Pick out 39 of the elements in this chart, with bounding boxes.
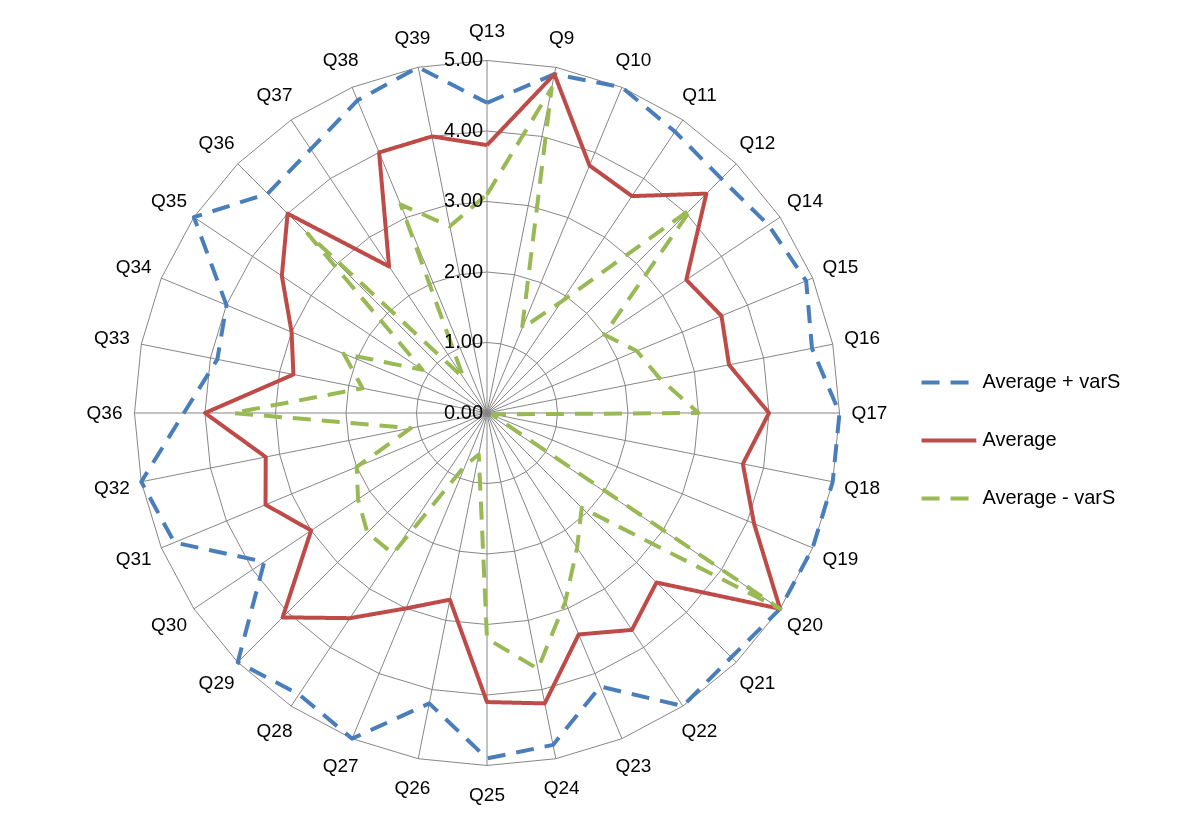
spoke-label: Q22 xyxy=(681,720,718,741)
spoke-label: Q26 xyxy=(394,777,431,799)
spoke-label: Q27 xyxy=(322,755,359,777)
spoke-label: Q37 xyxy=(256,83,293,105)
legend-label: Average - varS xyxy=(982,486,1116,509)
spoke-label: Q12 xyxy=(739,131,776,153)
spoke-label: Q34 xyxy=(115,255,152,277)
y-tick-label: 0.00 xyxy=(444,401,483,423)
y-tick-label: 4.00 xyxy=(444,119,483,141)
spoke-label: Q31 xyxy=(115,548,152,570)
spoke-label: Q36 xyxy=(86,402,123,423)
spoke-label: Q25 xyxy=(469,784,505,806)
spoke-label: Q20 xyxy=(787,614,823,636)
spoke-label: Q23 xyxy=(615,755,652,777)
spoke-label: Q39 xyxy=(394,26,431,48)
legend-label: Average + varS xyxy=(982,370,1121,393)
legend-label: Average xyxy=(982,428,1057,451)
spoke-label: Q11 xyxy=(682,83,717,105)
spoke-label: Q28 xyxy=(256,720,293,741)
spoke-label: Q30 xyxy=(151,614,187,636)
spoke-label: Q35 xyxy=(151,189,187,211)
y-tick-label: 5.00 xyxy=(444,48,483,71)
spoke-label: Q18 xyxy=(844,476,881,498)
y-tick-label: 2.00 xyxy=(444,260,483,282)
spoke-label: Q10 xyxy=(615,48,652,70)
spoke-label: Q24 xyxy=(543,777,580,799)
spoke-label: Q36 xyxy=(198,131,235,153)
spoke-label: Q21 xyxy=(739,672,776,694)
spoke-label: Q14 xyxy=(787,189,823,211)
spoke-label: Q16 xyxy=(844,327,881,349)
spoke-label: Q32 xyxy=(93,476,130,498)
spoke-label: Q15 xyxy=(822,255,859,277)
spoke-label: Q33 xyxy=(93,327,130,349)
spoke-label: Q9 xyxy=(548,26,575,48)
spoke-label: Q38 xyxy=(322,48,359,70)
spoke-label: Q29 xyxy=(198,672,235,694)
spoke-label: Q13 xyxy=(469,19,505,41)
spoke-label: Q17 xyxy=(851,402,888,423)
spoke-label: Q19 xyxy=(822,548,859,570)
